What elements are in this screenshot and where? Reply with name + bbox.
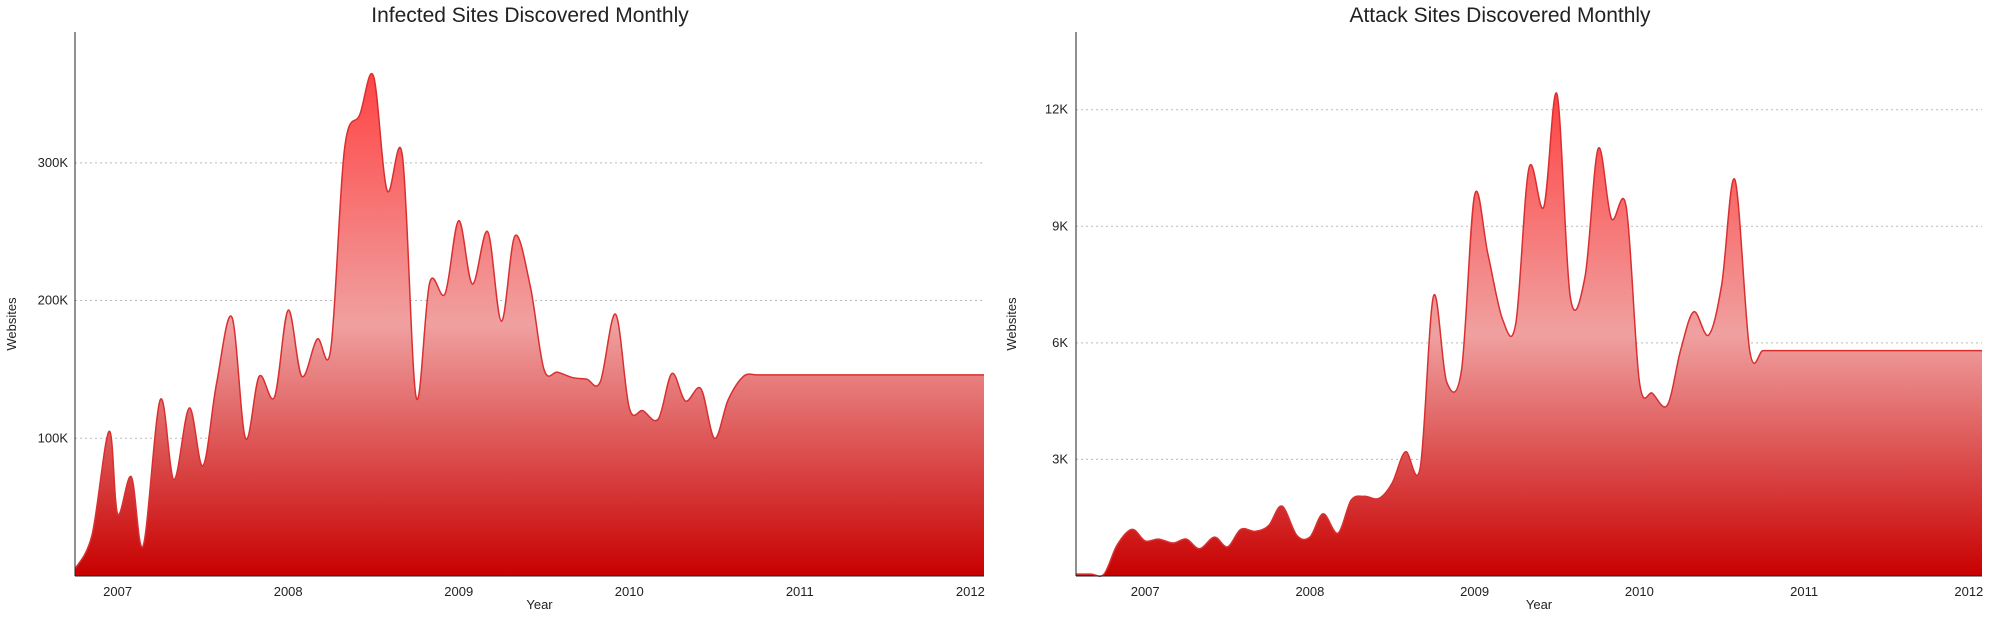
attack-sites-plot: 3K 6K 9K 12K 2007 2008 2009 2010 2011 2012 Year Web… [1004, 32, 1983, 612]
x-tick-label: 2009 [444, 584, 473, 599]
y-axis-label: Websites [1004, 297, 1019, 351]
x-axis-label: Year [1526, 597, 1553, 612]
attack-sites-chart: Attack Sites Discovered Monthly 3K 6K 9K 12… [1000, 0, 2000, 617]
infected-sites-plot: 100K 200K 300K 2007 2008 2009 2010 2011 2012 Year… [4, 32, 985, 612]
x-tick-label: 2011 [786, 584, 814, 599]
x-tick-label: 2012 [1954, 584, 1983, 599]
y-tick-label: 200K [38, 293, 69, 308]
x-tick-label: 2010 [1625, 584, 1654, 599]
series-area [1076, 92, 1982, 577]
x-tick-label: 2008 [274, 584, 303, 599]
series-line [1076, 92, 1982, 577]
y-tick-label: 12K [1045, 102, 1068, 117]
y-tick-label: 6K [1052, 335, 1068, 350]
series-line [74, 72, 984, 570]
chart-title: Infected Sites Discovered Monthly [371, 4, 689, 27]
x-tick-label: 2008 [1295, 584, 1324, 599]
y-tick-label: 9K [1052, 218, 1068, 233]
y-tick-label: 300K [38, 155, 69, 170]
x-tick-label: 2011 [1790, 584, 1818, 599]
x-tick-label: 2007 [1131, 584, 1160, 599]
y-axis-label: Websites [4, 297, 19, 351]
series-area [75, 73, 984, 576]
y-tick-label: 100K [38, 430, 69, 445]
x-tick-label: 2012 [956, 584, 985, 599]
x-axis-label: Year [526, 597, 553, 612]
x-tick-label: 2010 [615, 584, 644, 599]
infected-sites-chart: Infected Sites Discovered Monthly 100K 20… [4, 4, 985, 612]
y-tick-label: 3K [1052, 451, 1068, 466]
x-tick-label: 2009 [1460, 584, 1489, 599]
x-tick-label: 2007 [103, 584, 132, 599]
chart-title: Attack Sites Discovered Monthly [1349, 4, 1651, 27]
